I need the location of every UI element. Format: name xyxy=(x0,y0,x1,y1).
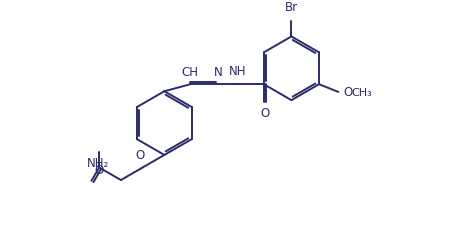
Text: O: O xyxy=(135,149,144,162)
Text: Br: Br xyxy=(285,1,298,14)
Text: O: O xyxy=(95,164,104,177)
Text: NH₂: NH₂ xyxy=(87,157,109,170)
Text: O: O xyxy=(260,107,269,120)
Text: O: O xyxy=(343,87,352,99)
Text: CH₃: CH₃ xyxy=(352,88,372,98)
Text: NH: NH xyxy=(229,65,247,78)
Text: N: N xyxy=(214,66,223,79)
Text: CH: CH xyxy=(181,66,198,79)
